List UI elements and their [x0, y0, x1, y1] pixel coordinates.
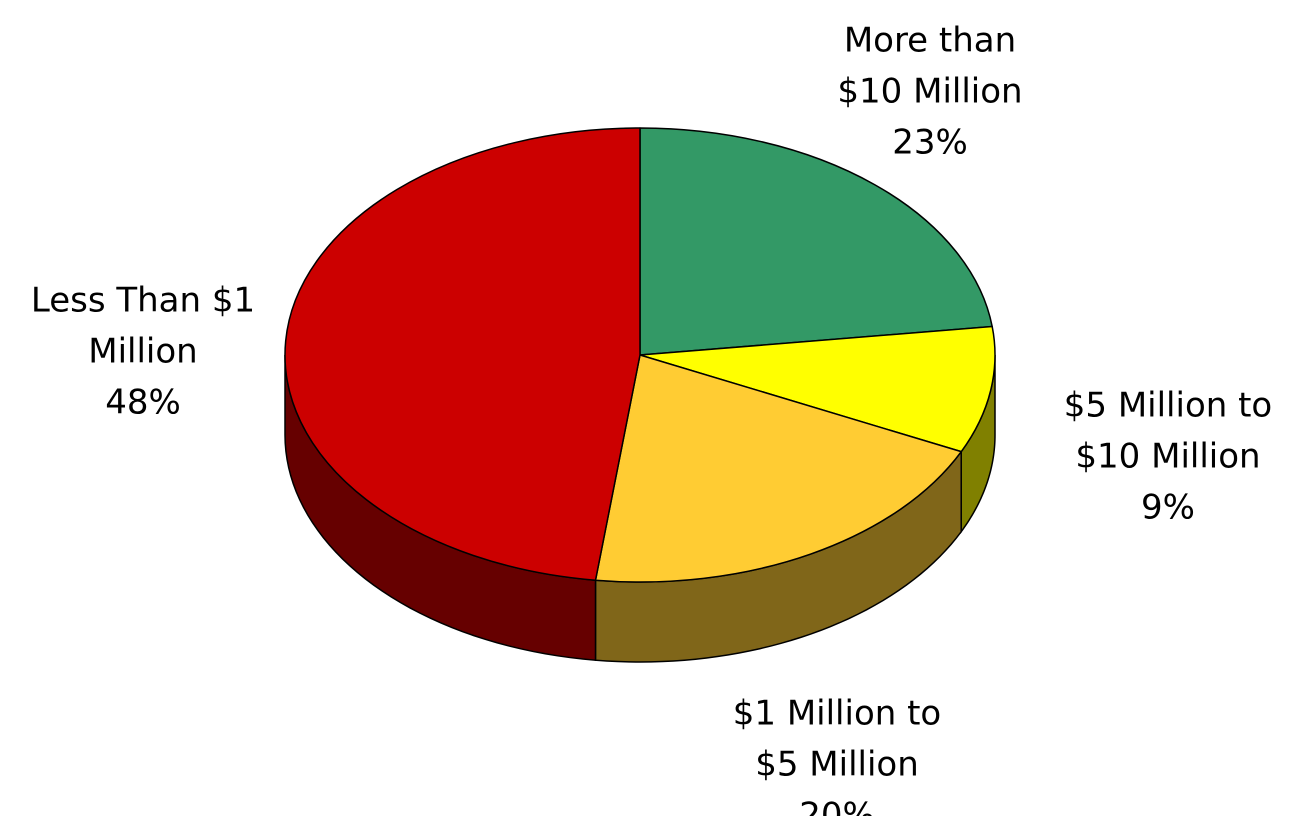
pie-percent-label: 20% [799, 796, 875, 817]
pie-label-less-than-1-million: Less Than $1 Million 48% [31, 281, 255, 423]
pie-category-label: More than [844, 21, 1016, 61]
pie-slice-less-than-1-million [284, 127, 641, 581]
pie-label-more-than-10-million: More than $10 Million 23% [837, 21, 1022, 163]
pie-label-1-million-to-5-million: $1 Million to $5 Million 20% [733, 694, 941, 821]
pie-label-5-million-to-10-million: $5 Million to $10 Million 9% [1064, 386, 1272, 528]
pie-slice-5-million-to-10-million [639, 325, 996, 453]
pie-percent-label: 23% [892, 123, 968, 163]
pie-percent-label: 9% [1141, 488, 1195, 528]
pie-category-label: $5 Million [755, 745, 919, 785]
pie-tops [284, 127, 996, 583]
pie-category-label: $10 Million [1075, 437, 1260, 477]
pie-category-label: $10 Million [837, 72, 1022, 112]
pie-slice-1-million-to-5-million [594, 354, 962, 583]
pie-category-label: Million [88, 332, 197, 372]
pie-category-label: $1 Million to [733, 694, 941, 734]
pie-percent-label: 48% [105, 383, 181, 423]
pie-category-label: $5 Million to [1064, 386, 1272, 426]
pie-slice-more-than-10-million [639, 127, 993, 356]
pie-category-label: Less Than $1 [31, 281, 255, 321]
